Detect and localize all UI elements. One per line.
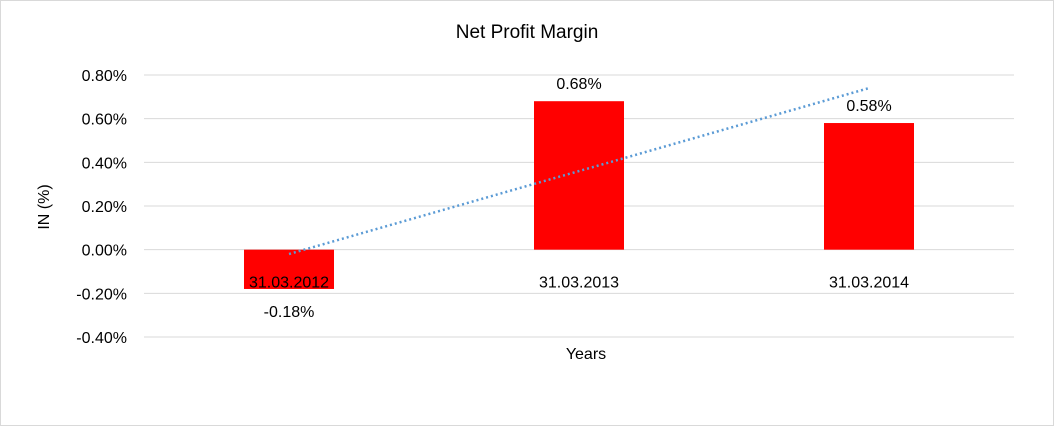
x-axis-label: Years [566,346,606,363]
y-tick-label: 0.20% [82,199,127,216]
bar [824,123,914,250]
y-tick-label: 0.80% [82,68,127,85]
y-tick-label: -0.20% [76,286,127,303]
x-tick-label: 31.03.2012 [249,275,329,292]
x-tick-label: 31.03.2013 [539,275,619,292]
y-tick-label: -0.40% [76,330,127,347]
chart-title: Net Profit Margin [456,22,599,43]
x-tick-label: 31.03.2014 [829,275,909,292]
data-label: 0.58% [846,98,891,115]
trendline [288,86,870,256]
data-label: -0.18% [264,304,315,321]
y-tick-label: 0.60% [82,112,127,129]
y-tick-label: 0.00% [82,243,127,260]
bar [534,101,624,250]
bar [244,249,334,289]
y-tick-label: 0.40% [82,155,127,172]
y-axis-label: IN (%) [36,184,53,229]
data-label: 0.68% [556,76,601,93]
